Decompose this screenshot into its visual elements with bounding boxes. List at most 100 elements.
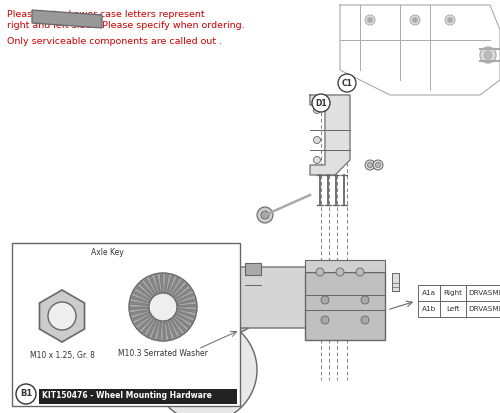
Circle shape [149, 293, 177, 321]
Circle shape [338, 74, 356, 92]
Circle shape [312, 94, 330, 112]
Circle shape [316, 268, 324, 276]
Text: Please note: Lower-case letters represent: Please note: Lower-case letters represen… [7, 10, 204, 19]
Circle shape [365, 160, 375, 170]
Polygon shape [177, 304, 197, 307]
Bar [245, 263, 261, 275]
Circle shape [448, 17, 452, 22]
Polygon shape [131, 312, 150, 321]
Polygon shape [129, 307, 149, 310]
Bar [440, 301, 466, 317]
Circle shape [314, 137, 320, 143]
Text: DRVASMB1903: DRVASMB1903 [468, 306, 500, 312]
Polygon shape [172, 317, 187, 333]
Polygon shape [152, 320, 160, 340]
Bar [39, 389, 237, 404]
Polygon shape [176, 298, 197, 304]
Circle shape [480, 47, 496, 63]
Text: D1: D1 [315, 98, 327, 107]
Circle shape [176, 385, 182, 392]
Polygon shape [139, 281, 154, 297]
Circle shape [176, 348, 182, 355]
Text: Left: Left [446, 306, 460, 312]
Circle shape [198, 270, 262, 334]
Circle shape [373, 160, 383, 170]
Polygon shape [168, 320, 177, 339]
Polygon shape [134, 314, 152, 327]
Polygon shape [175, 313, 194, 324]
Polygon shape [160, 273, 163, 293]
Circle shape [336, 268, 344, 276]
Polygon shape [305, 260, 385, 272]
Circle shape [361, 316, 369, 324]
FancyBboxPatch shape [222, 267, 313, 328]
Polygon shape [169, 276, 180, 295]
Polygon shape [173, 283, 189, 298]
Text: DRVASMB1904: DRVASMB1904 [468, 290, 500, 296]
Bar [392, 273, 399, 291]
Circle shape [212, 336, 218, 343]
Circle shape [257, 207, 273, 223]
Polygon shape [130, 309, 150, 316]
Polygon shape [144, 278, 156, 296]
Circle shape [208, 280, 252, 324]
Circle shape [220, 292, 240, 312]
Text: A1b: A1b [422, 306, 436, 312]
Circle shape [129, 273, 197, 341]
Bar [440, 285, 466, 301]
Polygon shape [130, 295, 150, 304]
Circle shape [410, 15, 420, 25]
Bar [12, 243, 240, 406]
Text: Only serviceable components are called out .: Only serviceable components are called o… [7, 37, 222, 46]
Circle shape [365, 15, 375, 25]
Text: B1: B1 [20, 389, 32, 399]
Circle shape [361, 296, 369, 304]
Circle shape [321, 296, 329, 304]
Text: Right: Right [444, 290, 462, 296]
Polygon shape [157, 321, 162, 341]
Polygon shape [171, 279, 185, 296]
Polygon shape [166, 274, 174, 294]
Circle shape [176, 342, 234, 399]
Polygon shape [174, 287, 192, 300]
Text: C1: C1 [342, 78, 352, 88]
Polygon shape [170, 318, 182, 337]
Text: M10 x 1.25, Gr. 8: M10 x 1.25, Gr. 8 [30, 351, 94, 360]
Circle shape [16, 384, 36, 404]
Circle shape [234, 366, 240, 373]
Polygon shape [154, 273, 160, 294]
Polygon shape [137, 316, 153, 331]
Circle shape [356, 268, 364, 276]
Polygon shape [310, 95, 350, 175]
Polygon shape [135, 285, 152, 299]
Polygon shape [176, 293, 195, 302]
Text: right and left sides. Please specify when ordering.: right and left sides. Please specify whe… [7, 21, 244, 30]
Polygon shape [174, 315, 191, 329]
Circle shape [48, 302, 76, 330]
Polygon shape [176, 311, 196, 318]
Circle shape [368, 162, 372, 168]
Polygon shape [163, 321, 166, 341]
Polygon shape [132, 290, 151, 301]
Bar [466, 285, 500, 301]
Polygon shape [148, 275, 158, 294]
Circle shape [445, 15, 455, 25]
Polygon shape [164, 273, 169, 293]
Circle shape [321, 316, 329, 324]
Polygon shape [166, 320, 172, 340]
Polygon shape [32, 10, 102, 28]
Text: M10.3 Serrated Washer: M10.3 Serrated Washer [118, 349, 208, 358]
Polygon shape [146, 319, 157, 338]
Bar [418, 301, 440, 317]
Bar [418, 285, 440, 301]
Circle shape [153, 318, 257, 413]
Polygon shape [141, 318, 155, 335]
Circle shape [376, 162, 380, 168]
Circle shape [412, 17, 418, 22]
Text: KIT150476 - Wheel Mounting Hardware: KIT150476 - Wheel Mounting Hardware [42, 392, 212, 401]
Circle shape [484, 51, 492, 59]
Circle shape [314, 157, 320, 164]
Text: Axle Key: Axle Key [90, 248, 124, 257]
Circle shape [212, 397, 218, 404]
Polygon shape [40, 290, 84, 342]
